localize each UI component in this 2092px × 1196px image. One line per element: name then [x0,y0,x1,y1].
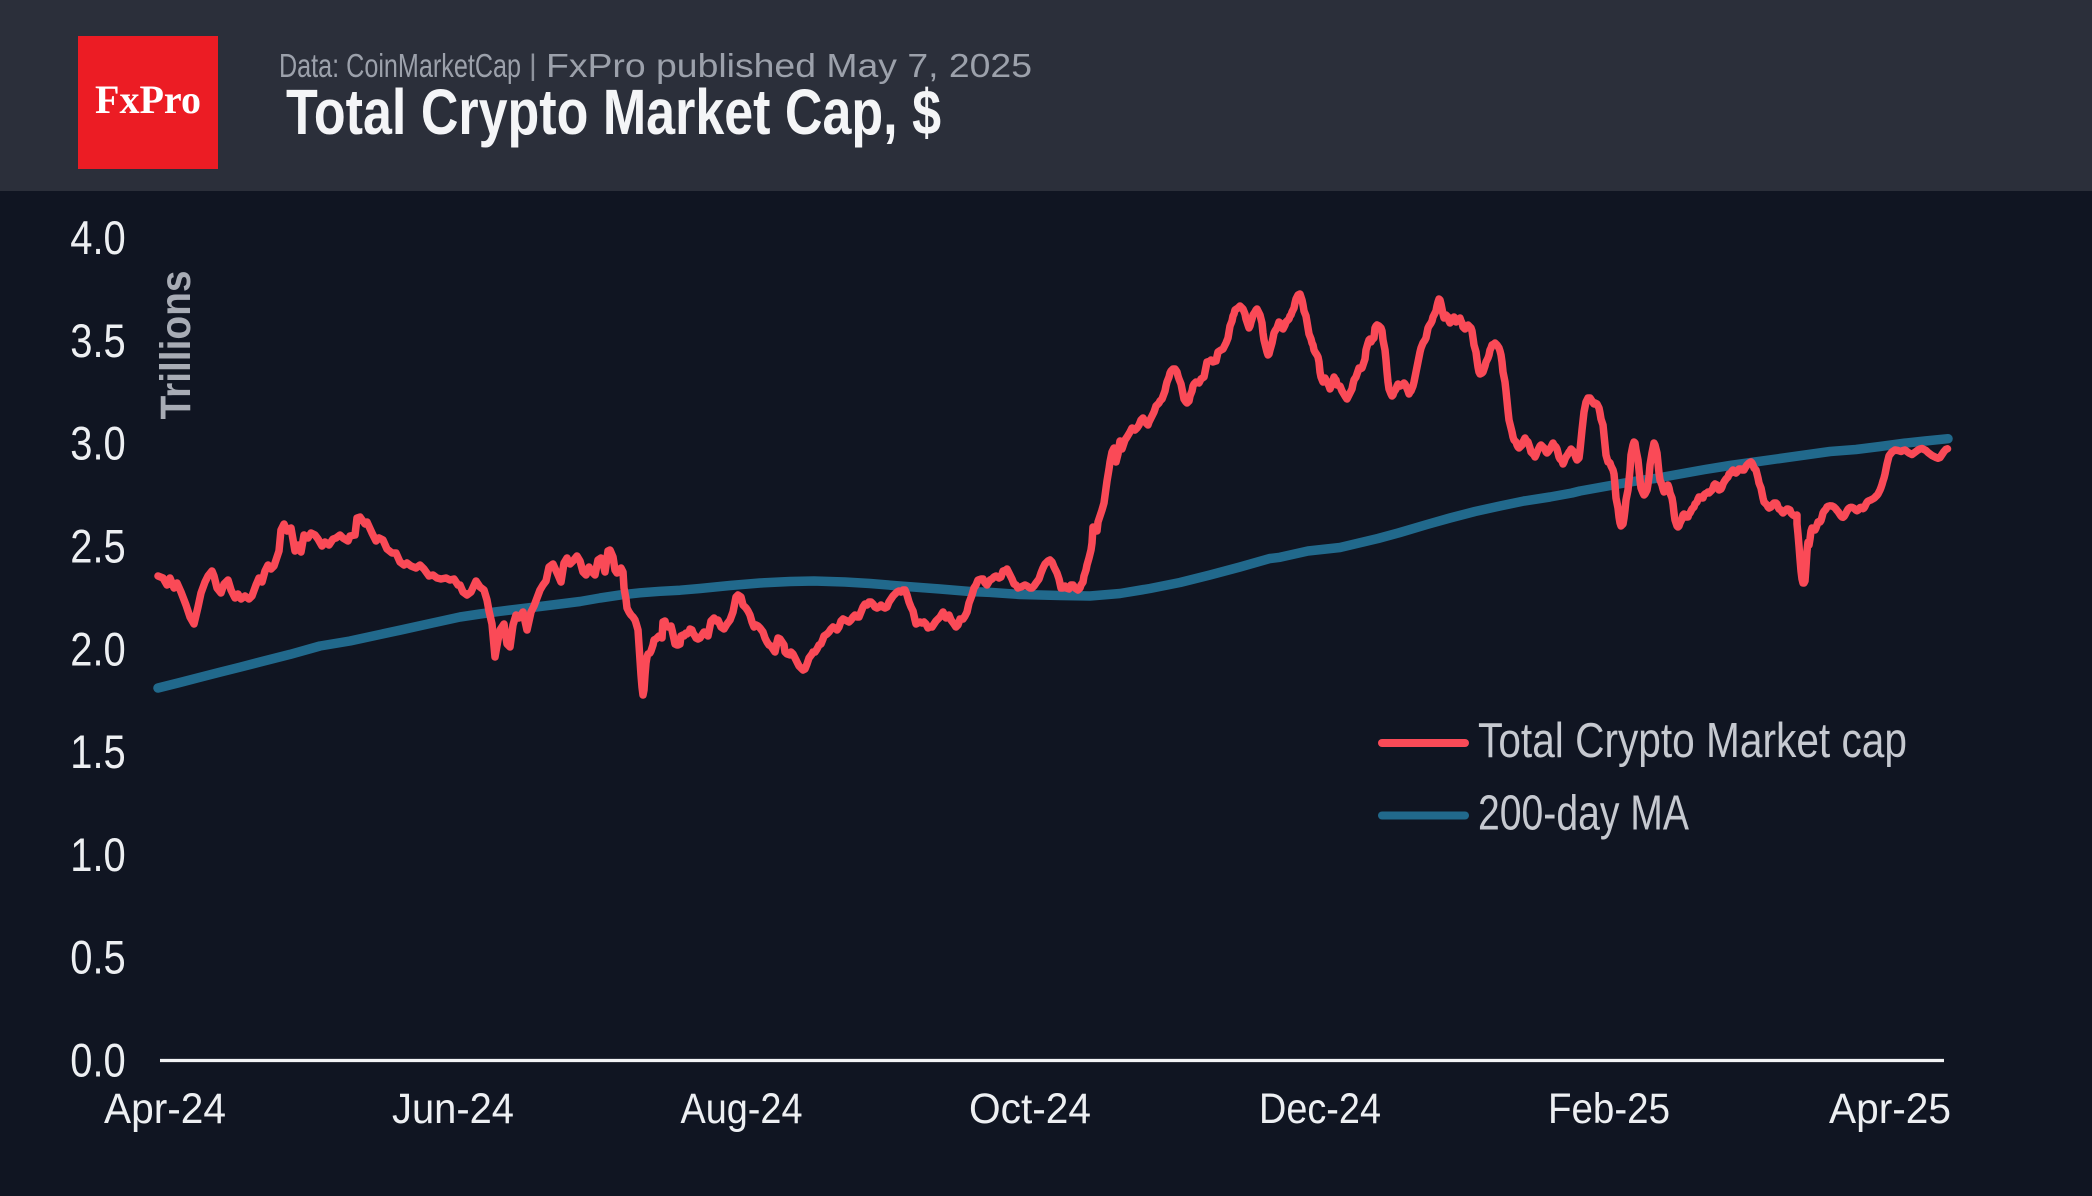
svg-text:1.5: 1.5 [70,725,126,778]
svg-text:3.0: 3.0 [70,417,126,470]
svg-text:Apr-24: Apr-24 [104,1085,226,1133]
svg-text:2.5: 2.5 [70,520,126,573]
svg-text:FxPro: FxPro [95,77,201,122]
svg-text:Total Crypto Market cap: Total Crypto Market cap [1478,714,1907,768]
svg-text:0.0: 0.0 [70,1033,126,1086]
svg-text:Jun-24: Jun-24 [392,1085,514,1133]
svg-text:0.5: 0.5 [70,931,126,984]
svg-text:200-day MA: 200-day MA [1478,787,1689,841]
svg-text:Aug-24: Aug-24 [681,1085,803,1133]
svg-text:|: | [529,49,537,82]
svg-text:Oct-24: Oct-24 [969,1085,1091,1133]
svg-text:Trillions: Trillions [152,271,200,420]
svg-text:Data: CoinMarketCap: Data: CoinMarketCap [279,47,521,84]
svg-text:1.0: 1.0 [70,828,126,881]
svg-text:FxPro published May 7, 2025: FxPro published May 7, 2025 [546,47,1032,84]
svg-text:Apr-25: Apr-25 [1829,1085,1951,1133]
svg-text:Dec-24: Dec-24 [1259,1085,1381,1133]
svg-text:4.0: 4.0 [70,211,126,264]
svg-text:2.0: 2.0 [70,622,126,675]
svg-text:3.5: 3.5 [70,314,126,367]
svg-text:Total Crypto Market Cap, $: Total Crypto Market Cap, $ [286,76,941,148]
svg-text:Feb-25: Feb-25 [1548,1085,1670,1133]
